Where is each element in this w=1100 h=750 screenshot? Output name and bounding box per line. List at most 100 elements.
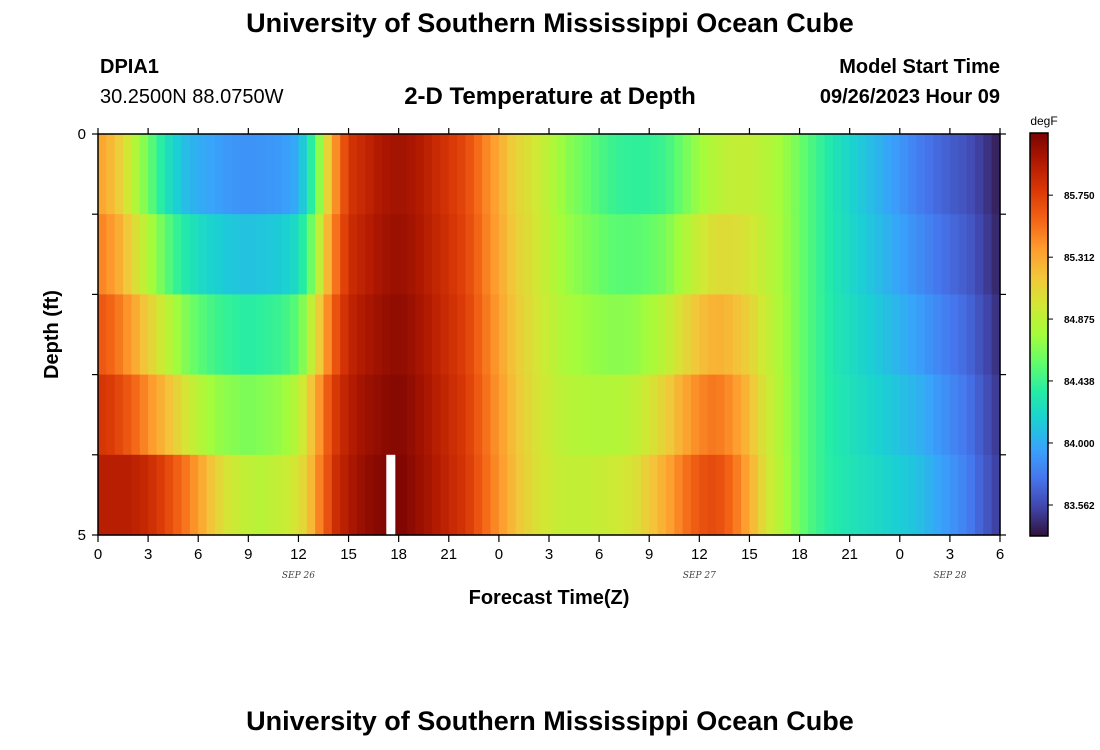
heatmap-cell [381, 214, 391, 295]
heatmap-cell [490, 134, 500, 215]
x-tick-label: 0 [94, 546, 102, 563]
chart-subtitle: 2-D Temperature at Depth [404, 83, 696, 110]
heatmap-cell [189, 134, 199, 215]
heatmap-cell [699, 134, 709, 215]
heatmap-cell [540, 214, 550, 295]
heatmap-cell [407, 454, 416, 536]
heatmap-cell [139, 374, 149, 456]
colorbar-tick-label: 85.750 [1064, 191, 1095, 202]
heatmap-cell [966, 134, 976, 215]
heatmap-cell [323, 294, 333, 376]
heatmap-cell [991, 374, 1001, 456]
heatmap-cell [991, 134, 1001, 215]
heatmap-cell [824, 374, 834, 456]
y-tick-label: 0 [78, 126, 86, 143]
heatmap-cell [933, 294, 943, 376]
heatmap-cell [214, 454, 224, 536]
heatmap-cell [123, 454, 133, 536]
station-coordinates: 30.2500N 88.0750W [100, 86, 284, 108]
heatmap-cell [891, 134, 901, 215]
heatmap-cell [273, 294, 283, 376]
heatmap-cell [106, 214, 116, 295]
heatmap-cell [331, 214, 341, 295]
heatmap-cell [457, 294, 467, 376]
heatmap-cell [523, 374, 533, 456]
heatmap-cell [549, 134, 558, 215]
heatmap-cell [114, 214, 124, 295]
heatmap-cell [766, 294, 776, 376]
heatmap-cell [657, 214, 667, 295]
heatmap-cell [983, 214, 993, 295]
heatmap-cell [290, 134, 300, 215]
heatmap-cell [248, 294, 258, 376]
heatmap-cell [189, 374, 199, 456]
heatmap-cell [156, 214, 166, 295]
heatmap-cell [139, 134, 149, 215]
heatmap-cell [782, 214, 792, 295]
heatmap-cell [432, 214, 442, 295]
heatmap-cell [690, 134, 700, 215]
heatmap-cell [523, 134, 533, 215]
heatmap-cell [473, 454, 483, 536]
heatmap-cell [331, 454, 341, 536]
heatmap-cell [164, 214, 174, 295]
heatmap-cell [373, 454, 383, 536]
heatmap-cell [724, 454, 734, 536]
heatmap-cell [248, 134, 258, 215]
heatmap-cell [590, 374, 600, 456]
heatmap-cell [983, 134, 993, 215]
heatmap-cell [323, 374, 333, 456]
heatmap-cell [214, 294, 224, 376]
heatmap-cell [824, 294, 834, 376]
heatmap-cell [732, 214, 742, 295]
heatmap-cell [991, 454, 1001, 536]
heatmap-cell [941, 294, 951, 376]
heatmap-cell [732, 134, 742, 215]
heatmap-cell [239, 374, 249, 456]
model-start-label: Model Start Time [839, 56, 1000, 78]
heatmap-cell [490, 374, 500, 456]
heatmap-cell [106, 294, 116, 376]
heatmap-cell [123, 214, 133, 295]
heatmap-cell [164, 134, 174, 215]
heatmap-cell [415, 134, 425, 215]
heatmap-cell [974, 214, 984, 295]
heatmap-cell [799, 214, 809, 295]
x-tick-label: 15 [340, 546, 357, 563]
heatmap-cell [816, 294, 826, 376]
heatmap-cell [407, 374, 416, 456]
heatmap-cell [941, 454, 951, 536]
heatmap-cell [599, 454, 609, 536]
heatmap-cell [348, 294, 358, 376]
heatmap-cell [131, 374, 141, 456]
heatmap-cell [774, 374, 784, 456]
heatmap-cell [423, 134, 433, 215]
heatmap-cell [615, 294, 625, 376]
heatmap-cell [640, 374, 650, 456]
heatmap-cell [933, 374, 943, 456]
heatmap-cell [306, 374, 316, 456]
heatmap-cell [373, 134, 383, 215]
heatmap-cell [532, 374, 542, 456]
heatmap-cell [807, 454, 817, 536]
heatmap-cell [390, 214, 400, 295]
heatmap-cell [891, 294, 901, 376]
heatmap-cell [749, 134, 759, 215]
heatmap-cell [716, 214, 725, 295]
heatmap-cell [582, 214, 592, 295]
heatmap-cell [273, 214, 283, 295]
heatmap-cell [448, 454, 458, 536]
heatmap-cell [891, 454, 901, 536]
heatmap-cell [365, 134, 375, 215]
heatmap-cell [883, 374, 893, 456]
heatmap-cell [866, 214, 876, 295]
y-axis-ticks: 05 [78, 126, 1006, 544]
heatmap-cell [348, 214, 358, 295]
heatmap-cell [832, 294, 842, 376]
heatmap-cell [832, 134, 842, 215]
heatmap-cell [716, 294, 725, 376]
heatmap-cell [98, 454, 107, 536]
heatmap-cell [757, 294, 767, 376]
heatmap-cell [816, 454, 826, 536]
heatmap-cell [640, 134, 650, 215]
